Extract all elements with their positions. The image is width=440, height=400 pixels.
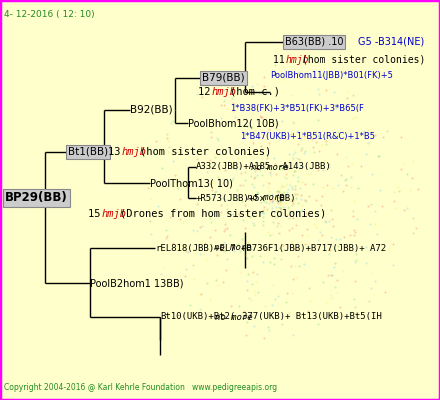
Text: BP29(BB): BP29(BB) <box>5 192 68 204</box>
Text: G5 -B314(NE): G5 -B314(NE) <box>358 37 424 47</box>
Text: -A143(JBB): -A143(JBB) <box>278 162 332 172</box>
Text: B63(BB) .10: B63(BB) .10 <box>285 37 344 47</box>
Text: (Drones from hom sister colonies): (Drones from hom sister colonies) <box>120 209 326 219</box>
Text: Bt1(BB): Bt1(BB) <box>68 147 108 157</box>
Text: (BB): (BB) <box>274 194 296 202</box>
Text: +R573(JBB)+5x: +R573(JBB)+5x <box>196 194 266 202</box>
Text: (hom c.): (hom c.) <box>230 87 279 97</box>
Text: 11: 11 <box>273 55 291 65</box>
Text: 12: 12 <box>198 87 217 97</box>
Text: PoolThom13( 10): PoolThom13( 10) <box>150 178 233 188</box>
Text: 15: 15 <box>88 209 107 219</box>
Text: B79(BB): B79(BB) <box>202 73 245 83</box>
Text: hmjb: hmjb <box>286 55 309 65</box>
Text: 1*B47(UKB)+1*B51(R&C)+1*B5: 1*B47(UKB)+1*B51(R&C)+1*B5 <box>240 132 375 142</box>
Text: B92(BB): B92(BB) <box>130 105 172 115</box>
Text: A332(JBB)+A185: A332(JBB)+A185 <box>196 162 271 172</box>
Text: 4- 12-2016 ( 12: 10): 4- 12-2016 ( 12: 10) <box>4 10 95 19</box>
Text: no more: no more <box>213 244 251 252</box>
Text: 13: 13 <box>108 147 127 157</box>
Text: (hom sister colonies): (hom sister colonies) <box>302 55 426 65</box>
Text: hmjb: hmjb <box>121 147 147 157</box>
Text: 1*B38(FK)+3*B51(FK)+3*B65(F: 1*B38(FK)+3*B51(FK)+3*B65(F <box>230 104 364 112</box>
Text: no more: no more <box>247 194 284 202</box>
Text: Copyright 2004-2016 @ Karl Kehrle Foundation   www.pedigreeapis.org: Copyright 2004-2016 @ Karl Kehrle Founda… <box>4 383 277 392</box>
Text: 377(UKB)+ Bt13(UKB)+Bt5(IH: 377(UKB)+ Bt13(UKB)+Bt5(IH <box>242 312 381 322</box>
Text: hmjb: hmjb <box>212 87 237 97</box>
Text: no more: no more <box>215 312 252 322</box>
Text: +B736F1(JBB)+B717(JBB)+ A72: +B736F1(JBB)+B717(JBB)+ A72 <box>241 244 386 252</box>
Text: PoolB2hom1 13BB): PoolB2hom1 13BB) <box>90 278 183 288</box>
Text: hmjb: hmjb <box>102 209 127 219</box>
Text: Bt10(UKB)+Bt2(: Bt10(UKB)+Bt2( <box>160 312 235 322</box>
Text: PoolBhom12( 10B): PoolBhom12( 10B) <box>188 118 279 128</box>
Text: rEL818(JBB)+EL7: rEL818(JBB)+EL7 <box>155 244 236 252</box>
Text: no more: no more <box>251 162 288 172</box>
Text: (hom sister colonies): (hom sister colonies) <box>139 147 271 157</box>
Text: PoolBhom11(JBB)*B01(FK)+5: PoolBhom11(JBB)*B01(FK)+5 <box>270 72 393 80</box>
